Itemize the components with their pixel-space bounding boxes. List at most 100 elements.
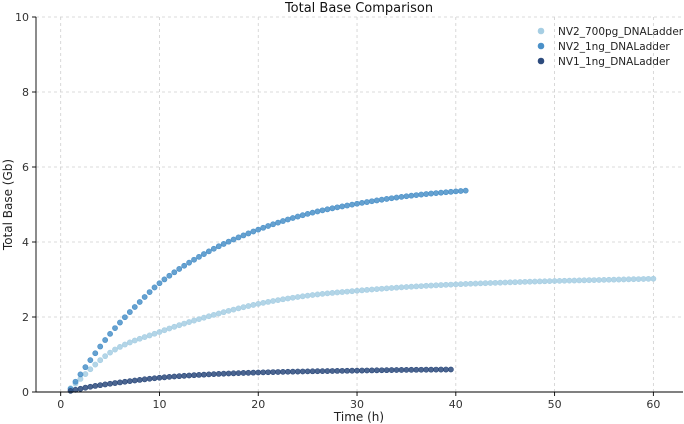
y-axis-label: Total Base (Gb) xyxy=(1,159,15,251)
data-point xyxy=(92,361,99,368)
data-point xyxy=(556,277,563,284)
data-point xyxy=(418,283,425,290)
data-point xyxy=(201,251,207,257)
legend: NV2_700pg_DNALadder NV2_1ng_DNALadder NV1_… xyxy=(537,26,684,68)
data-point xyxy=(299,212,306,219)
data-point xyxy=(181,320,188,327)
data-point xyxy=(126,378,133,385)
data-point xyxy=(299,368,306,375)
data-point xyxy=(166,373,173,380)
legend-label: NV2_700pg_DNALadder xyxy=(558,26,684,38)
y-tick-label: 6 xyxy=(22,161,29,174)
data-point xyxy=(354,287,360,294)
data-point xyxy=(541,278,548,285)
data-point xyxy=(433,282,439,289)
data-point xyxy=(82,371,89,377)
data-point xyxy=(215,243,222,250)
data-point xyxy=(482,280,489,287)
data-point xyxy=(403,366,410,373)
data-point xyxy=(117,319,123,326)
data-point xyxy=(393,284,400,291)
data-point xyxy=(522,278,528,285)
data-point xyxy=(368,367,375,374)
data-point xyxy=(576,277,583,284)
data-point xyxy=(561,277,568,284)
data-point xyxy=(344,288,351,295)
data-point xyxy=(280,368,286,375)
data-point xyxy=(131,337,138,344)
data-point xyxy=(146,332,153,339)
data-point xyxy=(294,294,301,300)
data-point xyxy=(610,276,617,283)
data-point xyxy=(141,334,148,340)
data-point xyxy=(240,232,247,239)
data-point xyxy=(97,382,104,389)
data-point xyxy=(156,374,163,381)
axes xyxy=(35,17,683,393)
data-point xyxy=(255,369,262,376)
data-point xyxy=(284,368,291,375)
data-point xyxy=(344,202,351,209)
y-tick-label: 0 xyxy=(22,386,29,399)
data-point xyxy=(457,188,464,194)
series-1 xyxy=(67,187,469,392)
data-point xyxy=(368,286,375,293)
data-point xyxy=(161,374,168,381)
x-tick-label: 60 xyxy=(646,398,660,411)
data-point xyxy=(294,213,301,220)
data-point xyxy=(107,380,113,387)
data-point xyxy=(359,199,365,206)
data-point xyxy=(215,370,222,377)
data-point xyxy=(531,278,538,285)
data-point xyxy=(280,218,286,224)
data-point xyxy=(443,366,449,373)
data-point xyxy=(151,330,158,337)
data-point xyxy=(112,325,118,331)
data-point xyxy=(171,269,178,276)
data-point xyxy=(314,368,321,375)
data-point xyxy=(240,304,247,311)
data-point xyxy=(586,277,593,284)
data-point xyxy=(92,383,99,389)
data-point xyxy=(398,367,405,373)
data-point xyxy=(176,322,183,329)
data-point xyxy=(354,367,360,374)
data-point xyxy=(275,297,281,304)
data-point xyxy=(645,275,652,282)
data-point xyxy=(289,215,296,221)
data-point xyxy=(72,378,79,385)
legend-label: NV2_1ng_DNALadder xyxy=(558,41,670,53)
data-point xyxy=(487,280,494,286)
data-point xyxy=(270,298,276,304)
data-point xyxy=(304,210,311,217)
data-point xyxy=(156,280,163,287)
data-point xyxy=(270,369,276,375)
data-point xyxy=(186,259,193,266)
data-point xyxy=(359,367,365,374)
data-point xyxy=(364,199,370,205)
data-point xyxy=(443,281,449,288)
ticks: 0 10 20 30 40 50 60 0 2 4 6 8 10 xyxy=(15,11,660,411)
data-point xyxy=(245,369,252,376)
data-point xyxy=(443,189,449,196)
legend-label: NV1_1ng_DNALadder xyxy=(558,56,670,68)
data-point xyxy=(102,381,109,388)
x-axis-label: Time (h) xyxy=(333,410,384,424)
data-point xyxy=(428,190,435,197)
data-point xyxy=(235,305,242,312)
data-point xyxy=(393,367,400,373)
data-point xyxy=(635,276,642,282)
data-point xyxy=(122,314,128,321)
data-point xyxy=(196,316,202,323)
data-point xyxy=(344,367,351,374)
data-point xyxy=(191,317,197,324)
data-point xyxy=(314,208,321,215)
data-point xyxy=(151,375,158,382)
data-point xyxy=(201,371,207,378)
data-point xyxy=(364,287,370,293)
legend-item: NV1_1ng_DNALadder xyxy=(537,56,670,68)
data-point xyxy=(107,330,113,337)
data-point xyxy=(423,366,430,373)
data-point xyxy=(126,339,133,346)
data-point xyxy=(383,285,390,292)
